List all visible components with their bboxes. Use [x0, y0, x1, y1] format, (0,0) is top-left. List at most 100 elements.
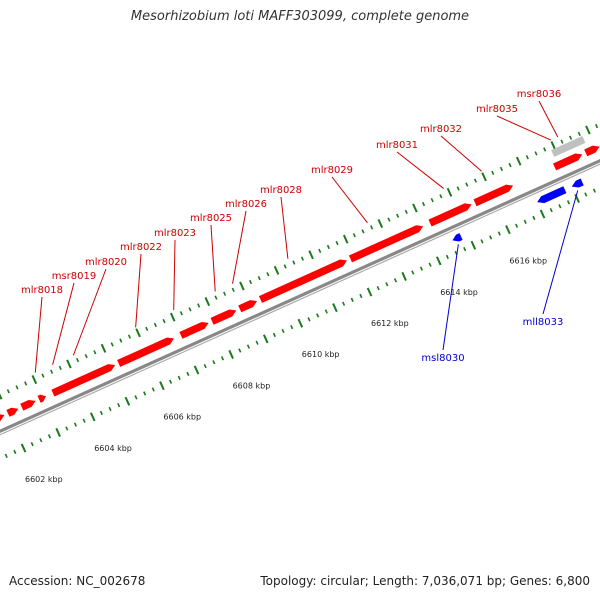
lower-tick — [376, 285, 380, 291]
lower-tick — [419, 266, 423, 271]
forward-gene-arrow — [51, 364, 116, 397]
forward-gene-arrow — [584, 145, 600, 157]
lower-tick — [281, 328, 285, 334]
upper-tick — [266, 272, 270, 277]
feature-layer — [0, 136, 600, 422]
forward-gene-arrow — [210, 309, 237, 325]
upper-tick — [430, 198, 434, 203]
lower-tick — [238, 348, 242, 353]
gene-label: mlr8023 — [154, 228, 196, 239]
upper-tick — [197, 303, 201, 308]
forward-gene-arrow — [553, 153, 583, 171]
upper-tick — [119, 338, 123, 343]
leader-layer — [34, 100, 579, 373]
tick-label: 6614 kbp — [440, 288, 478, 297]
upper-tick — [335, 240, 339, 246]
lower-tick — [445, 254, 449, 260]
upper-tick — [481, 172, 487, 182]
upper-tick — [100, 343, 107, 353]
upper-tick — [525, 155, 529, 160]
gene-label: mlr8028 — [260, 185, 302, 196]
upper-tick — [560, 139, 564, 144]
lower-tick — [549, 207, 553, 213]
reverse-gene-arrow — [571, 178, 584, 188]
upper-tick — [273, 265, 280, 275]
lower-tick — [13, 449, 17, 455]
lower-tick — [73, 422, 77, 427]
upper-tick — [6, 389, 10, 394]
upper-tick — [508, 162, 512, 168]
upper-tick — [342, 234, 349, 244]
upper-tick — [41, 373, 45, 378]
upper-tick — [31, 375, 38, 385]
lower-tick — [134, 395, 138, 400]
lower-tick — [117, 402, 121, 408]
gene-label: mlr8022 — [120, 242, 162, 253]
forward-gene-arrow — [238, 300, 258, 313]
lower-tick — [307, 317, 311, 322]
forward-gene-arrow — [20, 399, 36, 411]
upper-tick — [446, 187, 453, 197]
lower-tick — [401, 271, 407, 281]
gene-label: msl8030 — [421, 353, 464, 364]
upper-tick — [569, 135, 573, 140]
gene-label: msr8019 — [52, 271, 97, 282]
upper-tick — [361, 229, 365, 234]
upper-tick — [595, 123, 599, 129]
lower-tick — [523, 219, 527, 224]
label-leader-line — [496, 115, 552, 141]
gene-label: mll8033 — [523, 317, 564, 328]
upper-tick — [76, 357, 80, 363]
gene-label: mlr8026 — [225, 199, 267, 210]
lower-tick — [55, 427, 61, 437]
upper-tick — [404, 209, 408, 215]
lower-tick — [497, 231, 501, 236]
lower-tick — [4, 453, 8, 458]
forward-gene-arrow — [473, 184, 514, 207]
upper-tick — [50, 369, 54, 374]
backbone-layer — [0, 158, 600, 436]
upper-tick — [585, 125, 591, 135]
lower-tick — [515, 223, 519, 228]
upper-tick — [127, 334, 132, 339]
lower-tick — [332, 303, 338, 313]
lower-tick — [272, 332, 276, 338]
lower-tick — [169, 379, 173, 384]
lower-tick — [385, 282, 389, 287]
lower-tick — [228, 349, 234, 359]
label-leader-line — [34, 296, 43, 373]
upper-tick — [465, 182, 469, 187]
forward-gene-arrow — [6, 407, 19, 417]
lower-tick — [82, 418, 86, 423]
lower-tick — [324, 309, 328, 314]
tick-label: 6608 kbp — [233, 381, 271, 390]
tick-label: 6612 kbp — [371, 319, 409, 328]
forward-gene-arrow — [117, 337, 175, 367]
lower-tick — [159, 381, 165, 391]
lower-tick — [350, 297, 354, 302]
lower-tick — [592, 188, 596, 193]
forward-gene-arrow — [258, 259, 348, 303]
label-leader-line — [173, 239, 176, 311]
lower-tick — [186, 371, 190, 377]
forward-gene-arrow — [37, 394, 46, 403]
tick-label: 6616 kbp — [509, 257, 547, 266]
upper-tick — [0, 393, 3, 400]
forward-gene-arrow — [179, 321, 209, 339]
upper-tick — [326, 244, 330, 250]
lower-tick — [584, 192, 588, 197]
lower-tick — [124, 396, 131, 406]
upper-tick — [308, 250, 314, 260]
label-leader-line — [442, 244, 459, 351]
lower-tick — [470, 240, 477, 250]
upper-tick — [231, 287, 235, 293]
upper-tick — [249, 279, 253, 285]
upper-tick — [239, 281, 245, 291]
gene-label: msr8036 — [517, 89, 562, 100]
lower-tick — [193, 365, 200, 375]
lower-tick — [366, 287, 373, 297]
upper-tick — [473, 178, 478, 183]
lower-tick — [359, 293, 363, 299]
upper-tick — [577, 131, 581, 137]
reverse-gene-arrow — [452, 233, 463, 242]
